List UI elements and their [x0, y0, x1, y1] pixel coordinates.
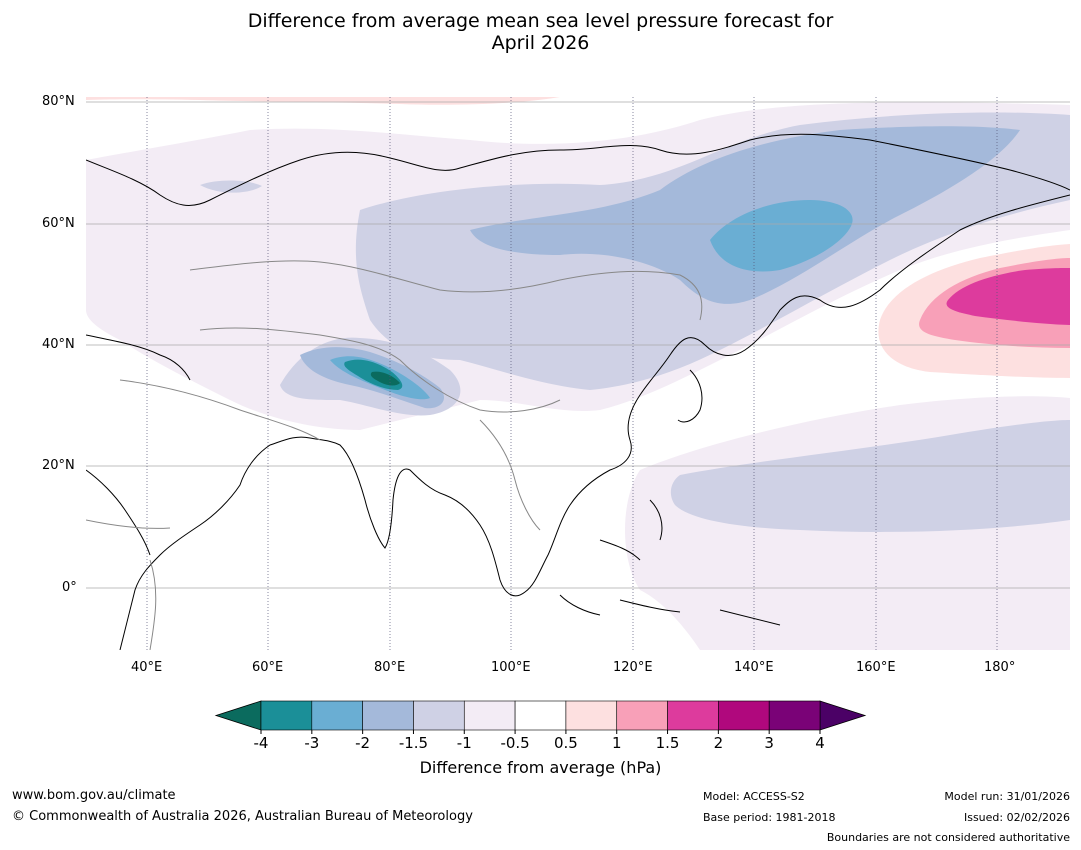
colorbar-swatch: [514, 700, 567, 731]
colorbar-swatch: [768, 700, 821, 731]
colorbar-tick-label: 4: [815, 734, 825, 752]
colorbar: -4 -3 -2 -1.5 -1 -0.5 0.5 1 1.5 2 3 4: [214, 700, 867, 752]
lat-label-60n: 60°N: [42, 216, 75, 231]
colorbar-swatch: [260, 700, 313, 731]
footer-model: Model: ACCESS-S2: [703, 790, 805, 803]
anomaly-band-minus-2: [710, 200, 853, 272]
colorbar-swatch: [311, 700, 363, 731]
footer-website: www.bom.gov.au/climate: [12, 788, 176, 803]
coastlines: [86, 133, 1070, 650]
map-gridlines: [86, 101, 1070, 589]
country-borders: [86, 260, 703, 650]
colorbar-swatch: [667, 700, 719, 731]
footer-model-run: Model run: 31/01/2026: [944, 790, 1070, 803]
colorbar-tick-label: -4: [254, 734, 269, 752]
lon-label-120e: 120°E: [613, 660, 653, 675]
lon-label-60e: 60°E: [252, 660, 284, 675]
colorbar-tick-label: 1.5: [656, 734, 680, 752]
lat-label-80n: 80°N: [42, 94, 75, 109]
colorbar-tick-label: 2: [714, 734, 724, 752]
colorbar-tick-label: 3: [764, 734, 774, 752]
colorbar-tick-label: 0.5: [554, 734, 578, 752]
pressure-anomaly-field: [86, 97, 1070, 650]
lat-label-0: 0°: [62, 580, 77, 595]
colorbar-tick-label: -1: [457, 734, 472, 752]
anomaly-band-plus-1.5: [946, 268, 1070, 325]
footer-base-period: Base period: 1981-2018: [703, 811, 836, 824]
anomaly-band-arctic-plus-0.5: [86, 97, 560, 105]
footer-issued: Issued: 02/02/2026: [963, 811, 1070, 824]
colorbar-tick-label: -0.5: [500, 734, 529, 752]
colorbar-high-extend: [819, 700, 867, 731]
lat-label-20n: 20°N: [42, 458, 75, 473]
lon-label-160e: 160°E: [856, 660, 896, 675]
colorbar-tick-label: -1.5: [399, 734, 428, 752]
lon-label-180: 180°: [984, 660, 1016, 675]
lon-label-100e: 100°E: [491, 660, 531, 675]
lon-label-40e: 40°E: [131, 660, 163, 675]
colorbar-swatch: [616, 700, 668, 731]
lon-label-140e: 140°E: [734, 660, 774, 675]
lon-label-80e: 80°E: [374, 660, 406, 675]
colorbar-label: Difference from average (hPa): [419, 758, 662, 777]
map-meridians: [146, 97, 998, 650]
colorbar-low-extend: [214, 700, 262, 731]
title-line-1: Difference from average mean sea level p…: [247, 10, 834, 32]
colorbar-swatch: [718, 700, 770, 731]
colorbar-swatch: [565, 700, 618, 731]
colorbar-swatch: [463, 700, 516, 731]
anomaly-band-tropical-minus-1: [670, 420, 1070, 532]
colorbar-swatch: [362, 700, 414, 731]
map-title: Difference from average mean sea level p…: [0, 10, 1081, 54]
lat-label-40n: 40°N: [42, 337, 75, 352]
colorbar-tick-label: 1: [612, 734, 622, 752]
colorbar-tick-label: -3: [304, 734, 319, 752]
colorbar-tick-label: -2: [355, 734, 370, 752]
footer-copyright: © Commonwealth of Australia 2026, Austra…: [12, 809, 473, 824]
title-line-2: April 2026: [491, 32, 590, 54]
colorbar-swatch: [413, 700, 465, 731]
anomaly-band-minus-4: [370, 371, 400, 386]
footer-boundaries-note: Boundaries are not considered authoritat…: [826, 831, 1070, 844]
